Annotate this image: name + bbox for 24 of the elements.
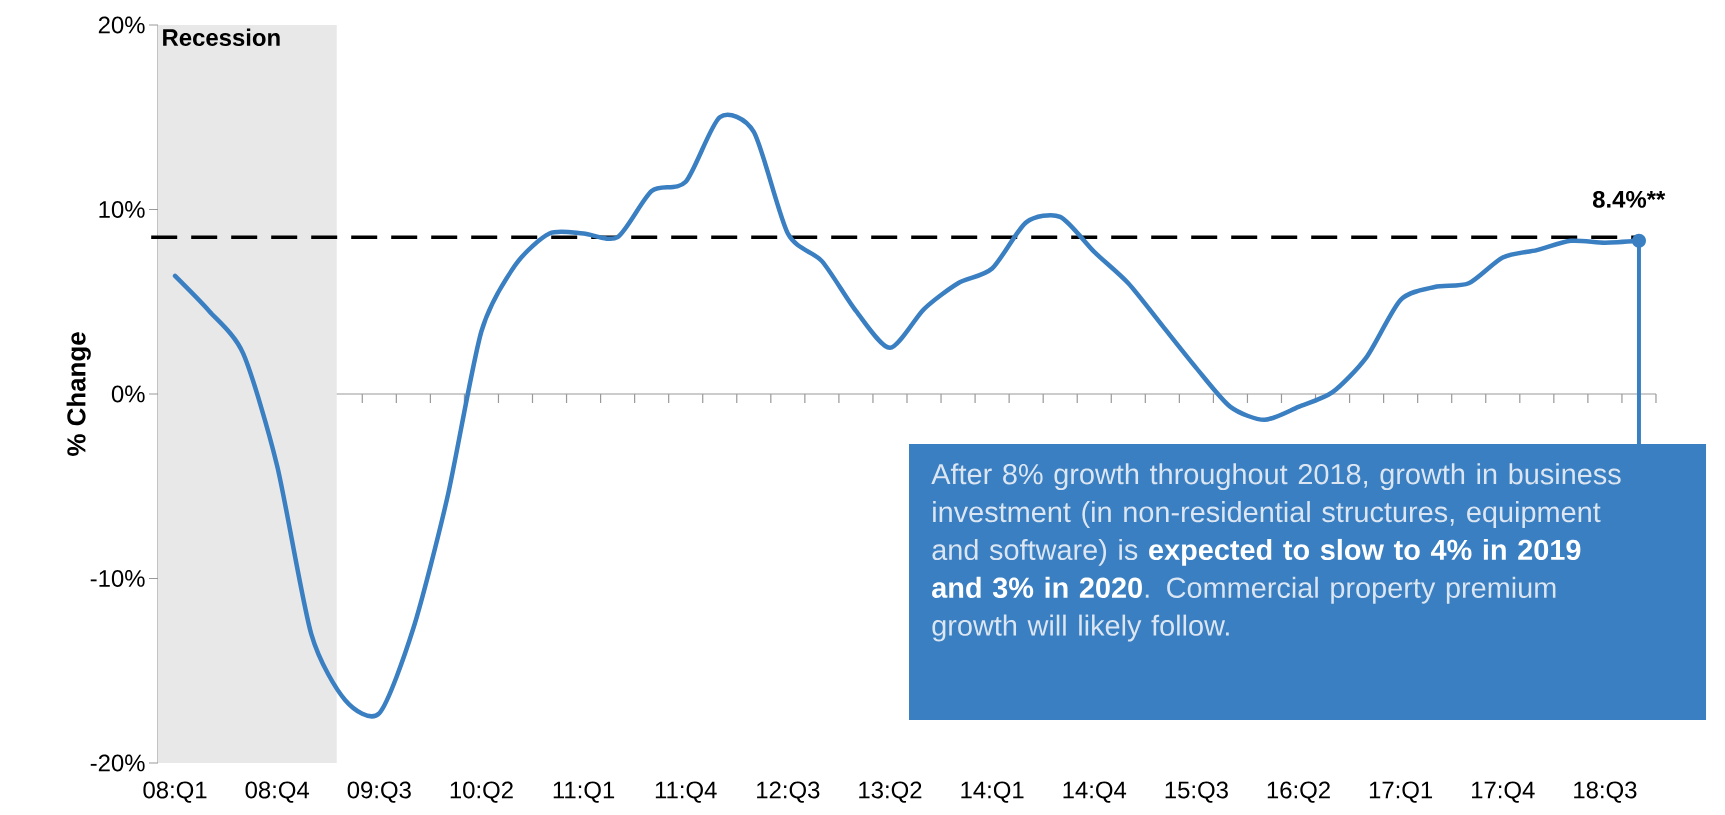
x-tick-label: 18:Q3 <box>1574 781 1637 803</box>
y-axis-title: % Change <box>66 332 91 456</box>
x-tick-label: 14:Q4 <box>1063 781 1127 803</box>
y-tick-label: -10% <box>90 570 145 587</box>
y-tick-label: -20% <box>90 754 145 772</box>
annotation: 8.4%** <box>1592 190 1666 208</box>
x-tick-label: 17:Q1 <box>1369 781 1433 803</box>
x-tick-label: 09:Q3 <box>347 781 411 803</box>
x-tick-label: 13:Q2 <box>859 781 922 803</box>
x-tick-label: 11:Q4 <box>655 781 717 803</box>
x-tick-label: 08:Q1 <box>143 781 207 803</box>
y-tick-label: 0% <box>111 385 145 403</box>
x-tick-label: 17:Q4 <box>1472 781 1535 803</box>
y-tick-label: 10% <box>99 201 145 218</box>
x-tick-label: 08:Q4 <box>245 781 310 803</box>
x-tick-label: 15:Q3 <box>1165 781 1228 803</box>
x-tick-label: 10:Q2 <box>450 781 513 803</box>
x-tick-label: 12:Q3 <box>757 781 820 803</box>
x-tick-label: 11:Q1 <box>553 781 615 803</box>
annotation: Recession <box>163 28 280 47</box>
x-tick-label: 14:Q1 <box>961 781 1024 803</box>
annotation: After 8% growth throughout 2018, growth in business investment (in non-residential structures, equipment and software) is expected to slow to 4% in 2019 and 3% in 2020. Commercial property premium growth will likely follow. <box>931 463 1621 642</box>
x-tick-label: 16:Q2 <box>1267 781 1330 803</box>
y-tick-label: 20% <box>98 16 145 34</box>
